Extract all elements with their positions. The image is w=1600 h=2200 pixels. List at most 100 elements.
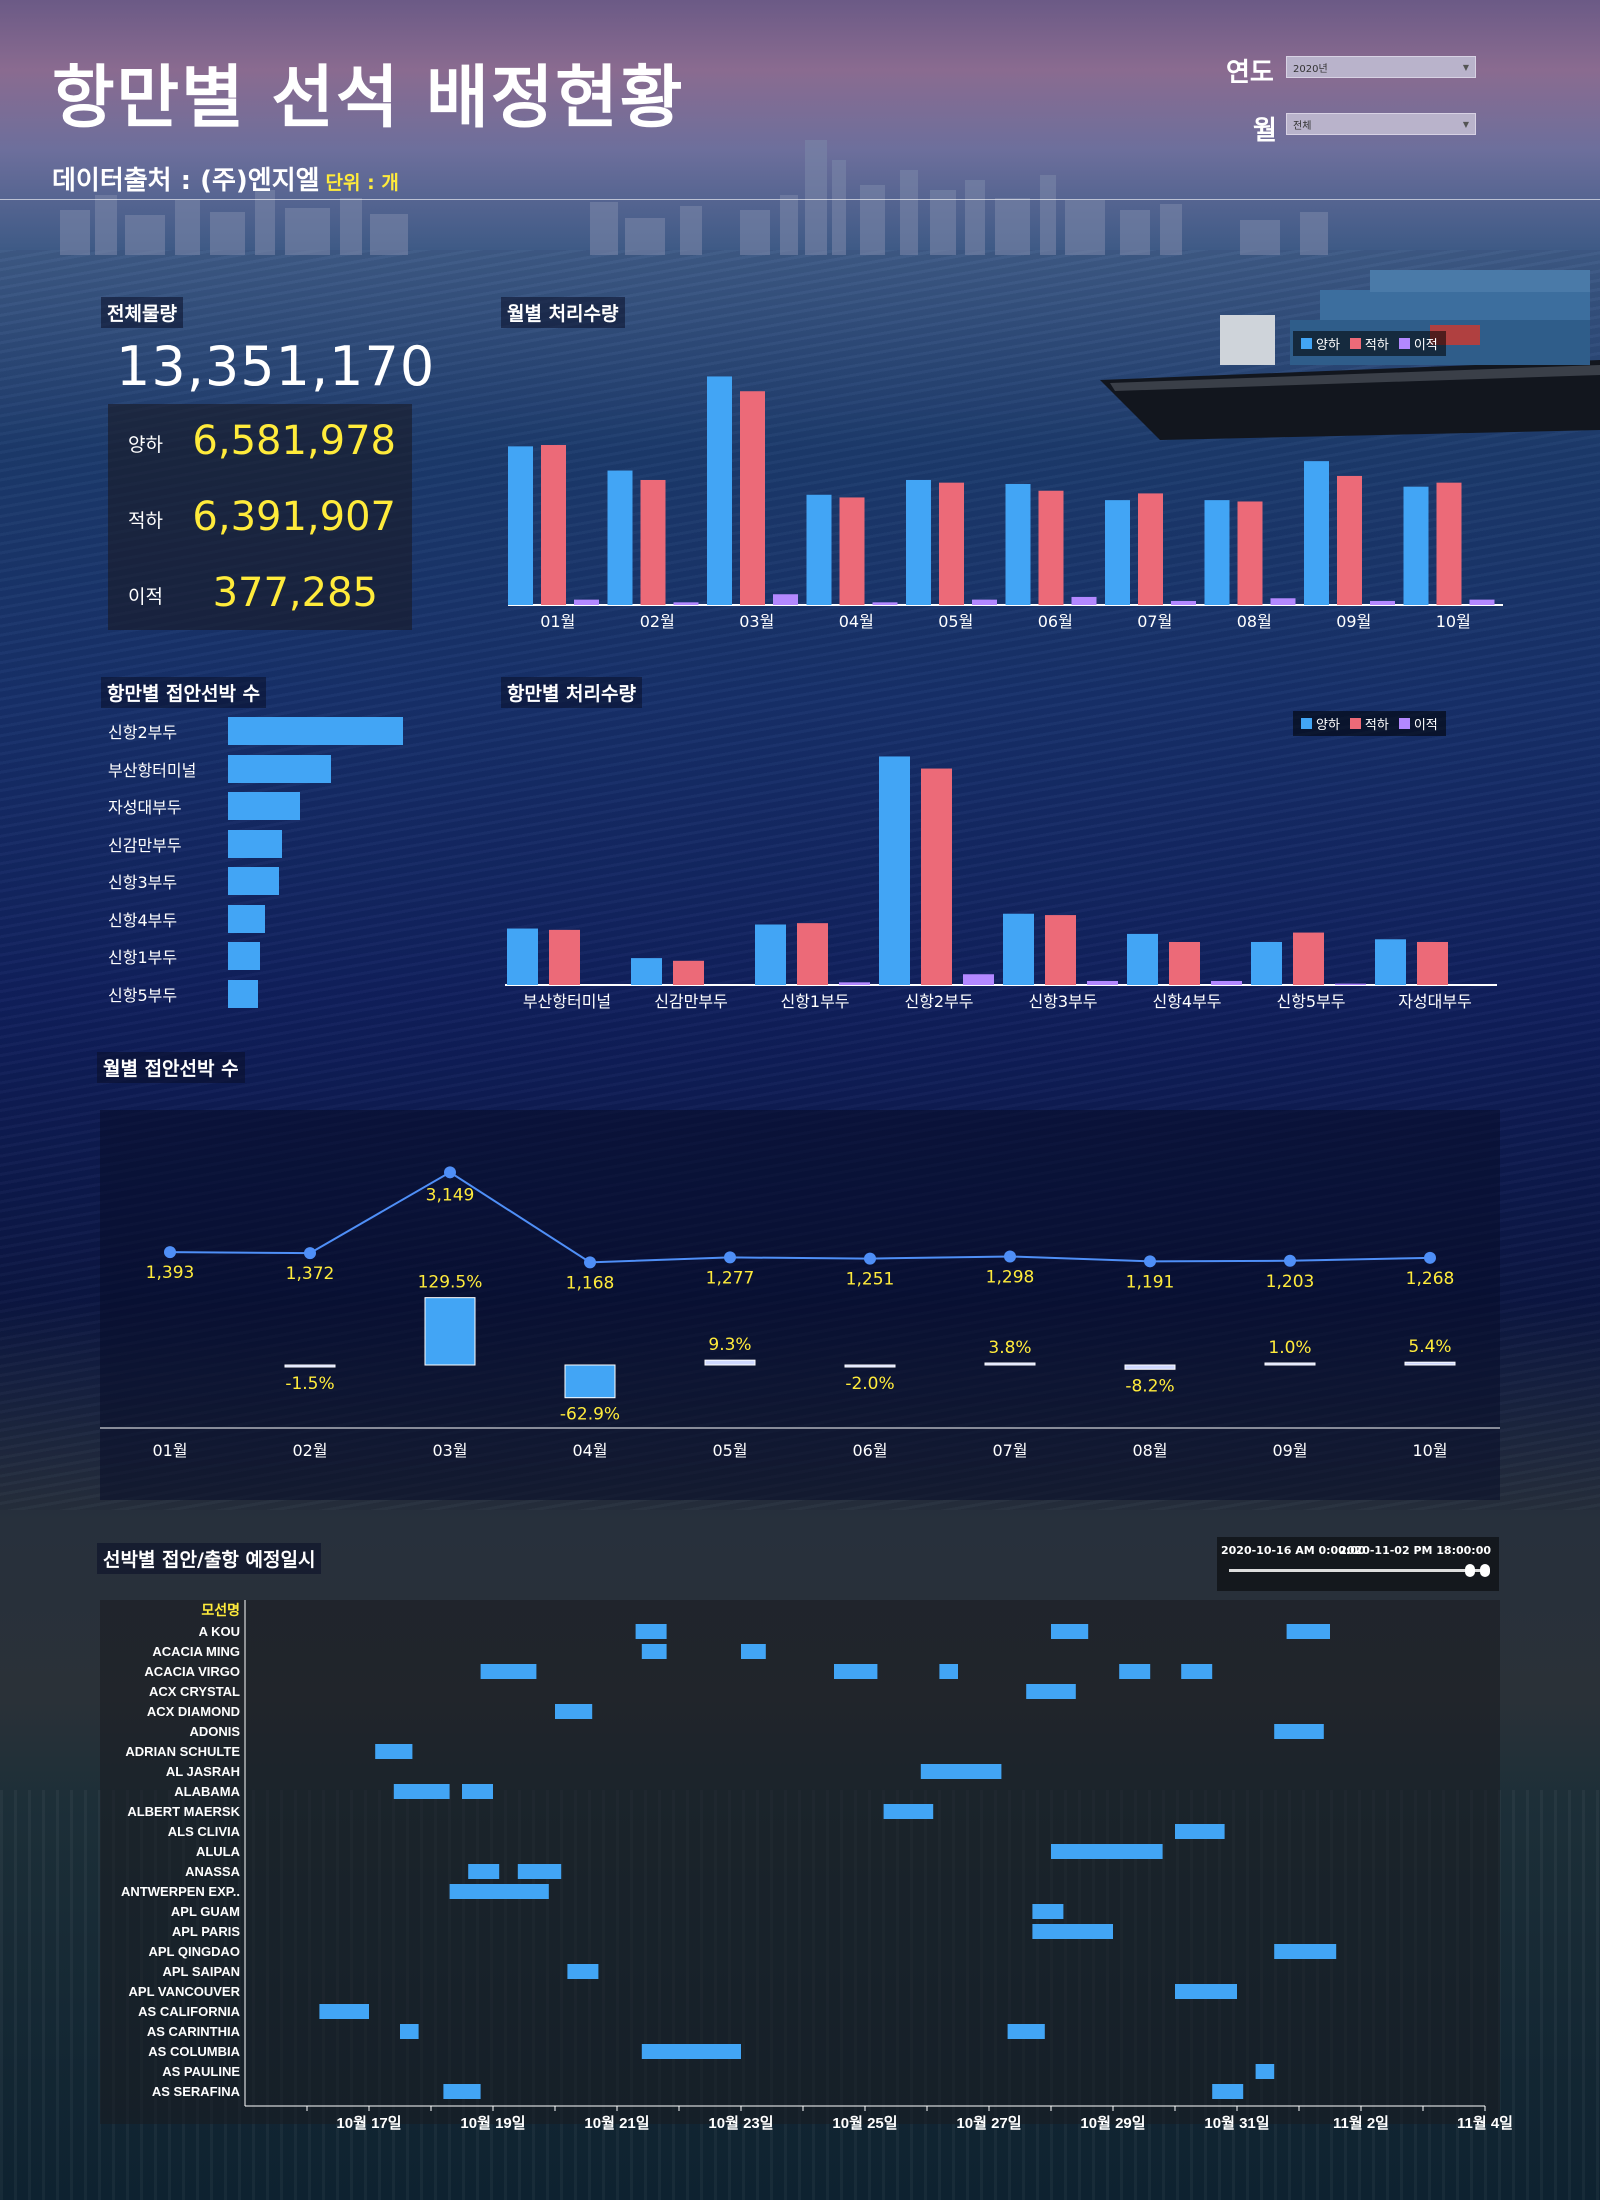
schedule-bar <box>939 1664 958 1679</box>
bar-transship <box>1071 596 1097 605</box>
change-bar <box>844 1364 896 1368</box>
monthly-vessels-chart: 1,393 1,372 3,149 1,168 1,277 1,251 1,298 1,191… <box>100 1166 1500 1460</box>
x-tick-label: 부산항터미널 <box>523 992 611 1011</box>
bar-unload <box>507 928 538 985</box>
x-tick-label: 10월 17일 <box>336 2115 401 2132</box>
change-bar <box>564 1364 616 1399</box>
schedule-bar <box>641 1644 667 1659</box>
x-tick-label: 10월 25일 <box>832 2115 897 2132</box>
port-vessels-bar <box>228 942 260 970</box>
schedule-bar <box>468 1864 500 1879</box>
vessel-name-label: ANTWERPEN EXP.. <box>121 1884 240 1899</box>
x-tick-label: 자성대부두 <box>1398 992 1472 1011</box>
schedule-bar <box>635 1624 667 1639</box>
change-bar <box>1404 1361 1456 1366</box>
chevron-down-icon: ▼ <box>1462 119 1469 129</box>
x-tick-label: 05월 <box>712 1441 747 1460</box>
vessel-count-point <box>1004 1250 1016 1263</box>
page-title: 항만별 선석 배정현황 <box>52 59 685 138</box>
slider-handle-start[interactable] <box>1465 1564 1475 1577</box>
x-tick-label: 09월 <box>1272 1441 1307 1460</box>
schedule-bar <box>741 1644 766 1659</box>
slider-handle-end[interactable] <box>1480 1564 1490 1577</box>
monthly-vessels-title: 월별 접안선박 수 <box>97 1052 245 1083</box>
port-volume-legend: 양하 적하 이적 <box>1293 711 1446 736</box>
change-bar <box>1124 1364 1176 1370</box>
schedule-bar <box>443 2084 481 2099</box>
slider-track[interactable] <box>1229 1569 1487 1572</box>
schedule-bar <box>462 1784 493 1799</box>
port-name-label: 자성대부두 <box>108 798 182 817</box>
change-bar <box>424 1297 476 1366</box>
vessel-count-point <box>164 1246 176 1259</box>
port-vessels-row: 신항5부두 <box>108 979 428 1008</box>
bar-transship <box>1335 983 1366 985</box>
kpi-load-value: 6,391,907 <box>192 494 396 540</box>
bar-transship <box>1370 600 1395 605</box>
bar-load <box>1417 941 1448 985</box>
bar-transship <box>963 974 994 985</box>
vessel-name-label: AS COLUMBIA <box>148 2044 240 2059</box>
bar-transship <box>1270 598 1296 605</box>
bar-unload <box>906 479 931 605</box>
x-tick-label: 01월 <box>540 612 575 631</box>
change-bar <box>284 1364 336 1368</box>
vessel-name-label: ACX DIAMOND <box>147 1704 240 1719</box>
bar-unload <box>1251 941 1282 985</box>
bar-transship <box>972 599 997 605</box>
bar-load <box>921 768 952 985</box>
total-volume: 13,351,170 <box>116 335 436 398</box>
vessel-count-label: 1,277 <box>706 1268 755 1288</box>
bar-load <box>1337 475 1362 605</box>
bar-unload <box>508 446 533 605</box>
header-divider <box>0 199 1600 200</box>
bar-transship <box>872 602 898 605</box>
vessel-name-label: APL PARIS <box>172 1924 240 1939</box>
bar-unload <box>1127 933 1158 985</box>
bar-unload <box>879 756 910 985</box>
schedule-bar <box>1181 1664 1213 1679</box>
date-range-slider[interactable]: 2020-10-16 AM 0:00:00 2020-11-02 PM 18:0… <box>1217 1537 1499 1591</box>
bar-load <box>541 445 566 605</box>
month-select[interactable]: 전체 ▼ <box>1286 113 1476 135</box>
summary-title: 전체물량 <box>101 297 183 328</box>
vessel-count-line <box>169 1171 1431 1264</box>
schedule-bar <box>1119 1664 1151 1679</box>
x-tick-label: 11월 4일 <box>1457 2115 1513 2132</box>
monthly-vessels-panel <box>100 1110 1500 1500</box>
port-name-label: 신감만부두 <box>108 835 182 855</box>
port-volume-title: 항만별 처리수량 <box>501 677 642 708</box>
change-label: -62.9% <box>560 1405 620 1425</box>
change-label: -2.0% <box>845 1374 894 1394</box>
month-select-value: 전체 <box>1293 120 1312 132</box>
bar-load <box>1436 482 1462 605</box>
bar-unload <box>1003 913 1034 985</box>
x-tick-label: 신감만부두 <box>654 992 728 1011</box>
port-vessels-row: 부산항터미널 <box>108 754 428 783</box>
year-select-value: 2020년 <box>1293 63 1328 75</box>
x-tick-label: 06월 <box>852 1441 887 1460</box>
schedule-title: 선박별 접안/출항 예정일시 <box>97 1543 322 1574</box>
bar-load <box>1038 490 1064 605</box>
bar-unload <box>707 376 732 605</box>
x-tick-label: 02월 <box>640 612 675 631</box>
x-tick-label: 10월 31일 <box>1204 2115 1269 2132</box>
x-tick-label: 신항5부두 <box>1276 992 1345 1011</box>
monthly-volume-legend: 양하 적하 이적 <box>1293 331 1446 356</box>
schedule-bar <box>567 1964 599 1979</box>
container-ship-image <box>1100 270 1600 440</box>
bar-transship <box>839 982 870 985</box>
vessel-count-label: 1,268 <box>1406 1269 1455 1289</box>
x-tick-label: 10월 <box>1436 612 1471 631</box>
vessel-count-label: 1,168 <box>566 1273 615 1293</box>
monthly-volume-chart: 01월 02월 03월 04월 05월 06월 07월 08월 09월 10월 <box>508 376 1503 631</box>
change-label: 3.8% <box>988 1338 1031 1358</box>
year-select[interactable]: 2020년 ▼ <box>1286 56 1476 78</box>
x-tick-label: 09월 <box>1336 612 1371 631</box>
port-volume-chart: 부산항터미널 신감만부두 신항1부두 신항2부두 신항3부두 신항4부두 신항5부두 자성대부… <box>505 756 1497 1011</box>
bar-unload <box>1403 486 1429 605</box>
x-tick-label: 02월 <box>292 1441 327 1460</box>
schedule-bar <box>319 2004 369 2019</box>
bar-unload <box>806 494 832 605</box>
schedule-bar <box>375 1744 413 1759</box>
